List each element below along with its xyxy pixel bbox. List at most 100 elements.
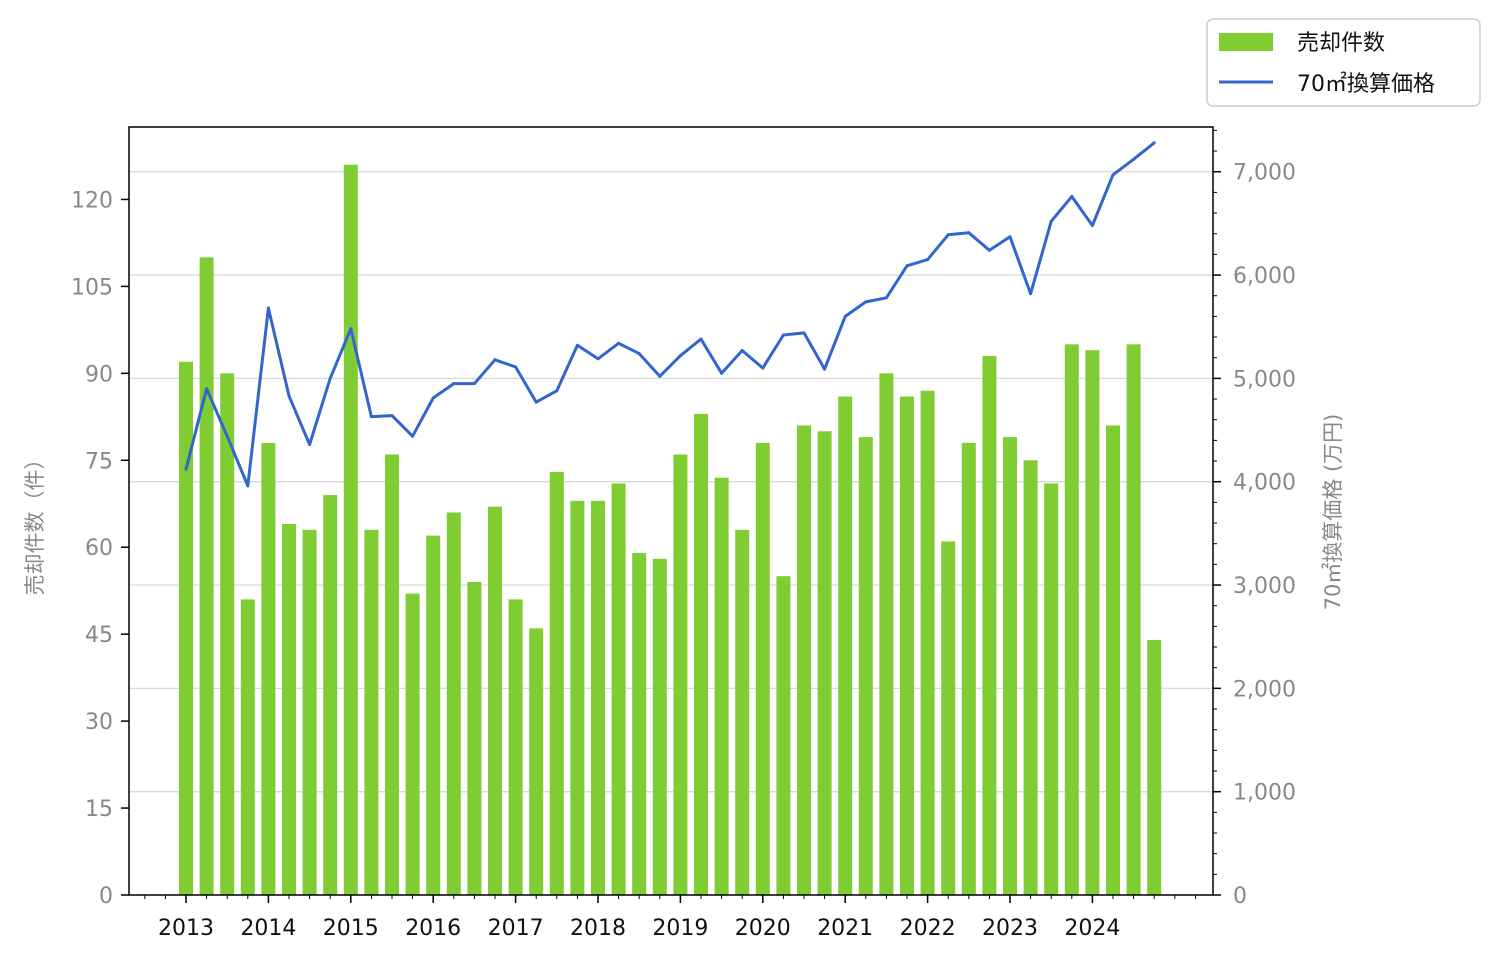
bar [1064, 344, 1079, 895]
line-point [905, 264, 909, 268]
bar [776, 576, 791, 895]
left-y-axis: 0 15 30 45 60 75 90 105 120 [71, 188, 129, 909]
x-tick-label: 2021 [817, 916, 873, 941]
bar [1147, 639, 1162, 895]
right-tick-label: 1,000 [1233, 781, 1296, 806]
right-tick-label: 5,000 [1233, 367, 1296, 392]
bar [652, 558, 667, 895]
line-point [246, 484, 250, 488]
bar [364, 529, 379, 895]
bar [405, 593, 420, 895]
line-point [884, 296, 888, 300]
bar [858, 437, 873, 895]
bar [838, 396, 853, 895]
bar [488, 506, 502, 895]
plot-area-frame [128, 126, 1214, 896]
line-point [1070, 195, 1074, 199]
bar [1003, 437, 1017, 895]
right-tick-label: 7,000 [1233, 161, 1296, 186]
line-point [411, 434, 415, 438]
left-tick-label: 60 [85, 536, 113, 561]
x-tick-label: 2016 [405, 916, 461, 941]
x-tick-label: 2017 [488, 916, 544, 941]
bar [549, 471, 564, 895]
line-point [493, 358, 497, 362]
bar [199, 257, 214, 895]
x-tick-label: 2022 [900, 916, 956, 941]
line-point [699, 337, 703, 341]
line-point [1152, 141, 1156, 145]
line-point [431, 396, 435, 400]
bar [529, 628, 544, 895]
x-tick-label: 2013 [158, 916, 214, 941]
bar [591, 500, 605, 895]
line-point [555, 389, 559, 393]
bar [1044, 483, 1059, 895]
x-tick-label: 2024 [1064, 916, 1120, 941]
line-point [287, 394, 291, 398]
bar [982, 355, 997, 896]
x-tick-label: 2020 [735, 916, 791, 941]
x-axis: 2013 2014 2015 2016 2017 2018 2019 2020 2021 2022… [144, 895, 1196, 941]
bar [735, 529, 750, 895]
bar [446, 512, 461, 895]
bar [611, 483, 626, 895]
line-point [967, 231, 971, 235]
bar [694, 413, 708, 895]
left-tick-label: 0 [99, 884, 113, 909]
bar [1106, 425, 1120, 895]
line-point [349, 327, 353, 331]
bar [261, 442, 276, 895]
right-tick-label: 6,000 [1233, 264, 1296, 289]
line-point [514, 365, 518, 369]
line-point [1049, 219, 1053, 223]
line-point [761, 366, 765, 370]
bar [879, 373, 894, 896]
legend-label-sales-count: 売却件数 [1297, 31, 1385, 56]
bar [632, 553, 647, 895]
bar [1126, 344, 1141, 895]
line-point [184, 467, 188, 471]
left-tick-label: 75 [85, 449, 113, 474]
line-point [1008, 235, 1012, 239]
bar [755, 442, 770, 895]
line-point [987, 248, 991, 252]
bar [1023, 460, 1038, 895]
line-point [225, 434, 229, 438]
line-point [369, 415, 373, 419]
bar [385, 454, 399, 895]
bar [240, 599, 255, 895]
line-point [637, 352, 641, 356]
right-tick-label: 4,000 [1233, 471, 1296, 496]
line-point [328, 376, 332, 380]
line-point [534, 400, 538, 404]
bar-series-sales-count [179, 164, 1162, 896]
bar [323, 495, 338, 895]
legend-label-price: 70㎡換算価格 [1297, 71, 1435, 97]
bar [302, 529, 317, 895]
right-axis-title: 70㎡換算価格 (万円) [1321, 414, 1345, 611]
line-point [678, 354, 682, 358]
line-point [596, 357, 600, 361]
line-point [205, 387, 209, 391]
bar [508, 599, 523, 895]
line-point [864, 300, 868, 304]
bar [673, 454, 688, 895]
bar [817, 431, 832, 895]
line-series-price [184, 141, 1156, 488]
right-y-axis: 0 1,000 2,000 3,000 4,000 5,000 6,000 7,000 [1213, 129, 1296, 909]
price-line [184, 141, 1156, 488]
bar [1085, 350, 1100, 895]
line-point [1090, 223, 1094, 227]
bar [343, 164, 358, 895]
left-axis-title: 売却件数（件） [23, 449, 47, 596]
line-point [1029, 292, 1033, 296]
left-tick-label: 90 [85, 362, 113, 387]
legend-swatch-sales-count [1219, 33, 1273, 51]
legend: 売却件数 70㎡換算価格 [1206, 18, 1481, 107]
line-point [390, 414, 394, 418]
right-tick-label: 2,000 [1233, 677, 1296, 702]
x-tick-label: 2018 [570, 916, 626, 941]
line-point [617, 341, 621, 345]
